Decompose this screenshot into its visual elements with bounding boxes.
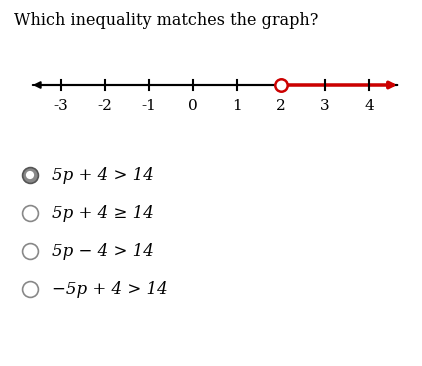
Text: -2: -2 — [97, 99, 112, 113]
Point — [27, 286, 33, 292]
Text: Which inequality matches the graph?: Which inequality matches the graph? — [14, 12, 318, 29]
Point — [27, 248, 33, 254]
Text: 4: 4 — [364, 99, 374, 113]
Text: 3: 3 — [320, 99, 330, 113]
Point — [27, 172, 33, 178]
Text: −5p + 4 > 14: −5p + 4 > 14 — [52, 280, 168, 298]
Point — [27, 210, 33, 216]
Text: 0: 0 — [188, 99, 198, 113]
Point — [278, 82, 284, 88]
Text: 5p + 4 ≥ 14: 5p + 4 ≥ 14 — [52, 205, 154, 221]
Text: 1: 1 — [232, 99, 242, 113]
Text: 5p − 4 > 14: 5p − 4 > 14 — [52, 243, 154, 259]
Text: -1: -1 — [141, 99, 157, 113]
Text: 5p + 4 > 14: 5p + 4 > 14 — [52, 167, 154, 183]
Point — [27, 172, 33, 178]
Text: 2: 2 — [276, 99, 286, 113]
Text: -3: -3 — [54, 99, 68, 113]
